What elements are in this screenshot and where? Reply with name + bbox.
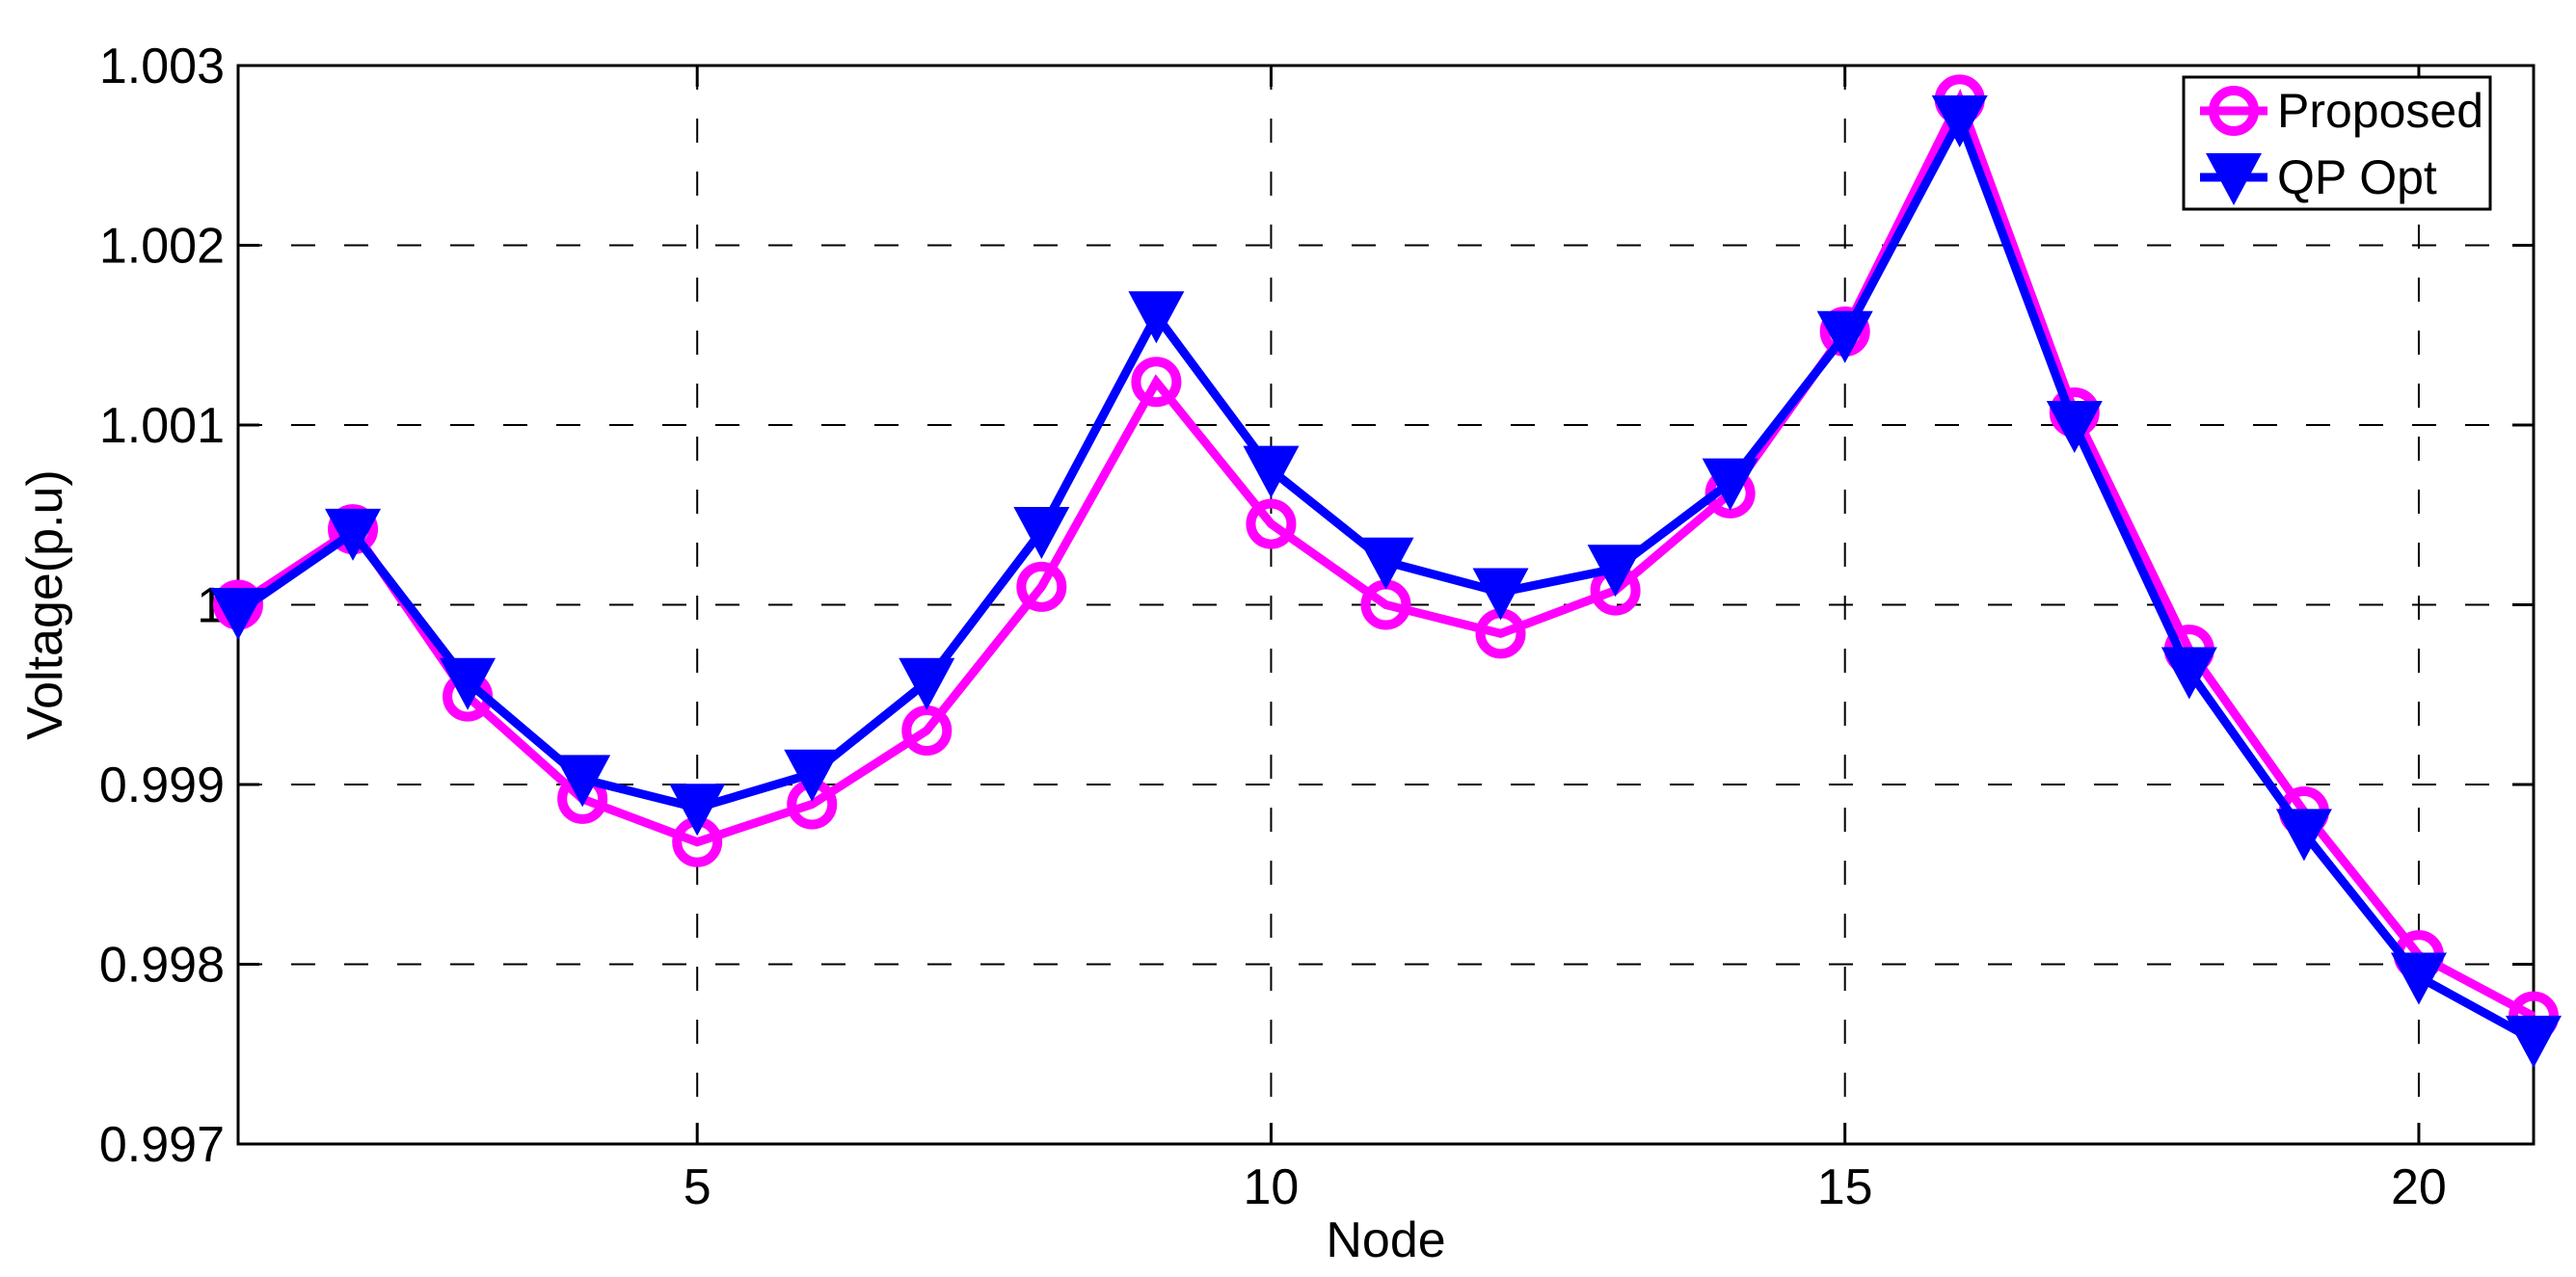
marker-qp-opt [1013, 507, 1070, 560]
legend-marker-qp-opt [2206, 153, 2262, 205]
marker-proposed [1246, 498, 1297, 549]
marker-qp-opt [669, 784, 726, 837]
marker-qp-opt [1931, 94, 1988, 147]
marker-qp-opt [899, 657, 955, 710]
y-tick-label: 1.001 [99, 398, 225, 454]
marker-qp-opt [1702, 458, 1758, 511]
marker-proposed [901, 705, 953, 757]
marker-qp-opt [1587, 545, 1644, 598]
marker-qp-opt [1357, 537, 1414, 590]
marker-qp-opt [2275, 809, 2332, 862]
marker-qp-opt [2046, 401, 2103, 453]
marker-qp-opt [325, 508, 382, 561]
marker-qp-opt [784, 749, 841, 802]
y-tick-label: 1.002 [99, 219, 225, 275]
y-tick-label: 0.999 [99, 758, 225, 813]
y-axis-label: Voltage(p.u) [17, 469, 73, 739]
marker-qp-opt [210, 587, 266, 640]
marker-qp-opt [1243, 445, 1300, 498]
marker-qp-opt [2390, 952, 2447, 1005]
marker-qp-opt [1816, 310, 1873, 363]
legend-label-qp-opt: QP Opt [2277, 150, 2437, 204]
y-tick-label: 0.998 [99, 938, 225, 994]
x-axis-label: Node [1326, 1212, 1445, 1268]
y-tick-label: 1.003 [99, 39, 225, 94]
y-tick-label: 0.997 [99, 1117, 225, 1173]
marker-qp-opt [440, 657, 496, 710]
x-tick-label: 10 [1244, 1159, 1300, 1215]
x-tick-label: 20 [2391, 1159, 2447, 1215]
marker-qp-opt [554, 755, 611, 808]
x-tick-label: 15 [1817, 1159, 1873, 1215]
legend-marker-proposed [2209, 86, 2259, 136]
series-line-proposed [235, 89, 2536, 1021]
marker-qp-opt [2506, 1015, 2562, 1068]
x-tick-label: 5 [684, 1159, 711, 1215]
marker-proposed [1016, 561, 1067, 612]
legend-label-proposed: Proposed [2277, 84, 2483, 138]
marker-proposed [1131, 357, 1182, 408]
marker-qp-opt [1128, 291, 1185, 344]
marker-qp-opt [2160, 647, 2217, 700]
marker-qp-opt [1472, 568, 1529, 621]
